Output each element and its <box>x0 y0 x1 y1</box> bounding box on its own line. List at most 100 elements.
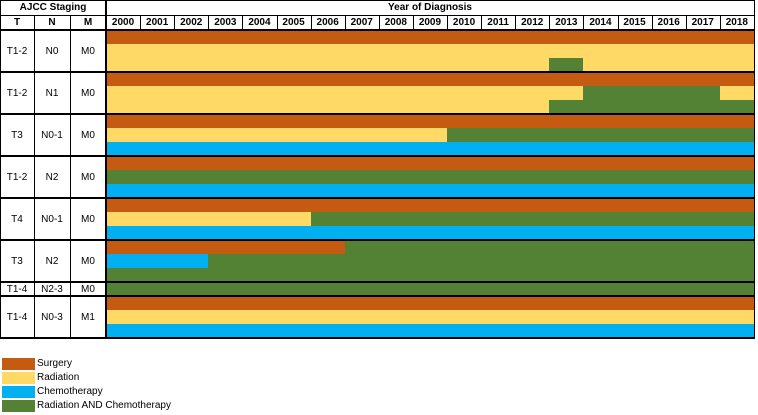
col-m-header: M <box>83 17 93 28</box>
staging-t-label: T4 <box>11 213 23 225</box>
treatment-bar-radchemo <box>106 170 754 184</box>
column-divider <box>276 15 278 30</box>
staging-title: AJCC Staging <box>19 2 87 13</box>
staging-t-label: T1-2 <box>6 45 28 57</box>
legend-swatch-chemotherapy <box>2 386 35 398</box>
staging-m-label: M0 <box>81 255 95 267</box>
treatment-bar-chemotherapy <box>106 142 754 156</box>
year-header: 2015 <box>623 17 646 28</box>
column-divider <box>70 15 71 338</box>
treatment-bar-radchemo <box>447 128 754 142</box>
treatment-bar-radiation <box>106 310 754 324</box>
treatment-bar-chemotherapy <box>106 184 754 198</box>
treatment-bar-surgery <box>106 296 754 310</box>
column-divider <box>549 15 551 30</box>
year-header: 2009 <box>418 17 442 28</box>
treatment-bar-radiation <box>106 58 550 72</box>
staging-t-label: T1-2 <box>6 171 28 183</box>
staging-m-label: M0 <box>81 129 95 141</box>
staging-m-label: M0 <box>81 213 95 225</box>
column-divider <box>447 15 448 30</box>
staging-n-label: N2 <box>45 171 59 183</box>
treatment-bar-chemotherapy <box>106 254 209 268</box>
legend-label: Radiation AND Chemotherapy <box>37 400 171 411</box>
legend-label: Radiation <box>37 372 80 383</box>
treatment-bar-radiation <box>106 100 550 114</box>
treatment-bar-chemotherapy <box>106 226 754 240</box>
year-header: 2000 <box>111 17 135 28</box>
year-header: 2013 <box>555 17 578 28</box>
staging-t-label: T3 <box>11 255 23 267</box>
row-divider <box>0 15 755 16</box>
treatment-bar-chemotherapy <box>106 324 754 338</box>
column-divider <box>412 15 414 30</box>
year-header: 2014 <box>589 17 612 28</box>
staging-m-label: M0 <box>81 45 95 57</box>
treatment-bar-surgery <box>106 198 754 212</box>
staging-n-label: N0-3 <box>41 311 63 323</box>
staging-m-label: M0 <box>81 171 95 183</box>
treatment-bar-radchemo <box>106 282 754 296</box>
treatment-bar-surgery <box>106 240 345 254</box>
treatment-bar-radiation <box>106 44 754 58</box>
row-divider <box>0 281 755 283</box>
row-divider <box>0 197 755 199</box>
row-divider <box>0 295 755 297</box>
legend-swatch-surgery <box>2 358 35 370</box>
staging-n-label: N0 <box>45 45 59 57</box>
staging-n-label: N1 <box>45 87 59 99</box>
treatment-bar-radchemo <box>549 58 584 72</box>
column-divider <box>617 15 619 30</box>
col-n-header: N <box>48 17 56 28</box>
row-divider <box>0 71 755 73</box>
row-divider <box>0 0 755 1</box>
year-header: 2001 <box>146 17 169 28</box>
staging-t-label: T1-2 <box>6 87 28 99</box>
treatment-bar-radiation <box>106 212 311 226</box>
year-header: 2005 <box>282 17 305 28</box>
row-divider <box>0 29 755 31</box>
staging-n-label: N2-3 <box>41 283 63 295</box>
row-divider <box>0 239 755 241</box>
staging-m-label: M0 <box>81 283 95 295</box>
legend-label: Chemotherapy <box>37 386 103 397</box>
year-header: 2002 <box>180 17 203 28</box>
column-divider <box>242 15 244 30</box>
legend-swatch-radchemo <box>2 400 35 412</box>
column-divider <box>685 15 687 30</box>
treatment-bar-radchemo <box>344 240 754 254</box>
treatment-bar-radiation <box>583 58 754 72</box>
treatment-bar-radchemo <box>208 254 754 268</box>
column-divider <box>753 0 755 339</box>
column-divider <box>481 15 483 30</box>
staging-m-label: M0 <box>81 87 95 99</box>
treatment-bar-radiation <box>106 128 447 142</box>
column-divider <box>310 15 312 30</box>
treatment-bar-radchemo <box>310 212 754 226</box>
treatment-bar-surgery <box>106 72 754 86</box>
year-header: 2012 <box>521 17 544 28</box>
year-header: 2004 <box>248 17 271 28</box>
legend-label: Surgery <box>37 358 73 369</box>
year-header: 2018 <box>725 17 748 28</box>
column-divider <box>583 15 585 30</box>
column-divider <box>515 15 517 30</box>
column-divider <box>719 15 721 30</box>
col-t-header: T <box>13 17 21 28</box>
column-divider <box>140 15 142 30</box>
staging-t-label: T3 <box>11 129 23 141</box>
column-divider <box>344 15 346 30</box>
staging-t-label: T1-4 <box>6 311 28 323</box>
column-divider <box>208 15 210 30</box>
treatment-bar-radiation <box>106 86 584 100</box>
treatment-bar-radiation <box>719 86 754 100</box>
legend-swatch-radiation <box>2 372 35 384</box>
row-divider <box>0 155 755 157</box>
column-divider <box>105 0 107 339</box>
year-header: 2016 <box>657 17 680 28</box>
year-header: 2011 <box>487 17 509 28</box>
column-divider <box>0 0 1 339</box>
treatment-bar-radchemo <box>583 86 720 100</box>
staging-t-label: T1-4 <box>6 283 28 295</box>
